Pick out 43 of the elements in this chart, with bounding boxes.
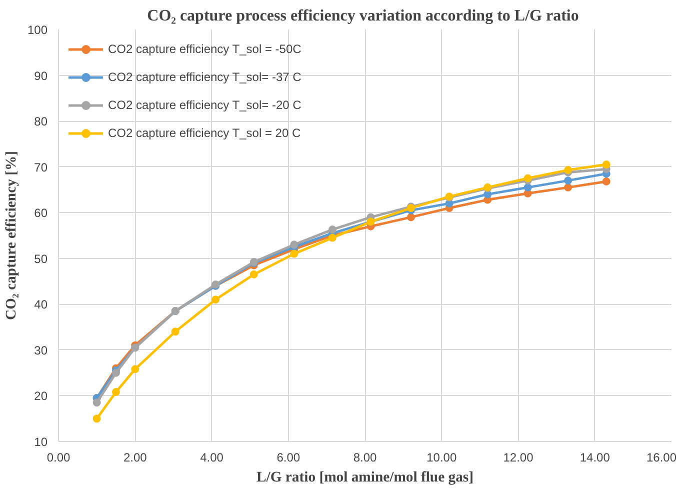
point	[171, 328, 180, 336]
y-tick-label: 40	[34, 298, 48, 312]
y-tick-label: 50	[34, 252, 48, 266]
point	[131, 365, 140, 374]
x-tick-label: 12.00	[503, 450, 534, 464]
point	[290, 250, 298, 258]
x-tick-label: 0.00	[46, 450, 71, 464]
point	[602, 177, 610, 186]
x-tick-label: 2.00	[123, 450, 148, 464]
x-tick-label: 6.00	[276, 450, 300, 464]
point	[524, 174, 532, 182]
point	[406, 213, 415, 222]
x-axis-title: L/G ratio [mol amine/mol flue gas]	[256, 470, 474, 486]
point	[92, 398, 101, 407]
point	[92, 414, 101, 423]
legend-label: CO2 capture efficiency T_sol = -50C	[108, 42, 302, 56]
y-tick-label: 60	[34, 206, 48, 220]
point	[564, 176, 572, 185]
point	[602, 160, 610, 169]
y-tick-label: 100	[27, 23, 48, 37]
chart-title: CO₂ capture process efficiency variation according to L/G ratio	[147, 8, 579, 24]
point	[112, 388, 120, 396]
y-tick-label: 80	[34, 114, 48, 129]
x-tick-label: 8.00	[353, 450, 378, 464]
point	[524, 183, 532, 192]
point	[328, 226, 336, 234]
y-tick-label: 20	[34, 389, 48, 404]
y-tick-label: 10	[34, 435, 48, 449]
x-tick-label: 14.00	[580, 450, 610, 464]
legend-label: CO2 capture efficiency T_sol = 20 C	[108, 126, 301, 140]
y-tick-label: 90	[34, 68, 48, 83]
x-tick-label: 10.00	[426, 450, 457, 464]
x-tick-label: 16.00	[646, 450, 676, 464]
legend-label: CO2 capture efficiency T_sol= -20 C	[108, 98, 302, 112]
y-tick-label: 70	[34, 160, 48, 174]
y-axis-title: CO₂ capture efficiency [%]	[3, 151, 20, 320]
x-tick-label: 4.00	[200, 450, 224, 464]
y-tick-label: 30	[34, 343, 48, 358]
point	[328, 234, 336, 242]
point	[250, 270, 258, 278]
point	[212, 296, 220, 304]
legend-label: CO2 capture efficiency T_sol= -37 C	[108, 70, 302, 84]
point	[564, 183, 572, 192]
